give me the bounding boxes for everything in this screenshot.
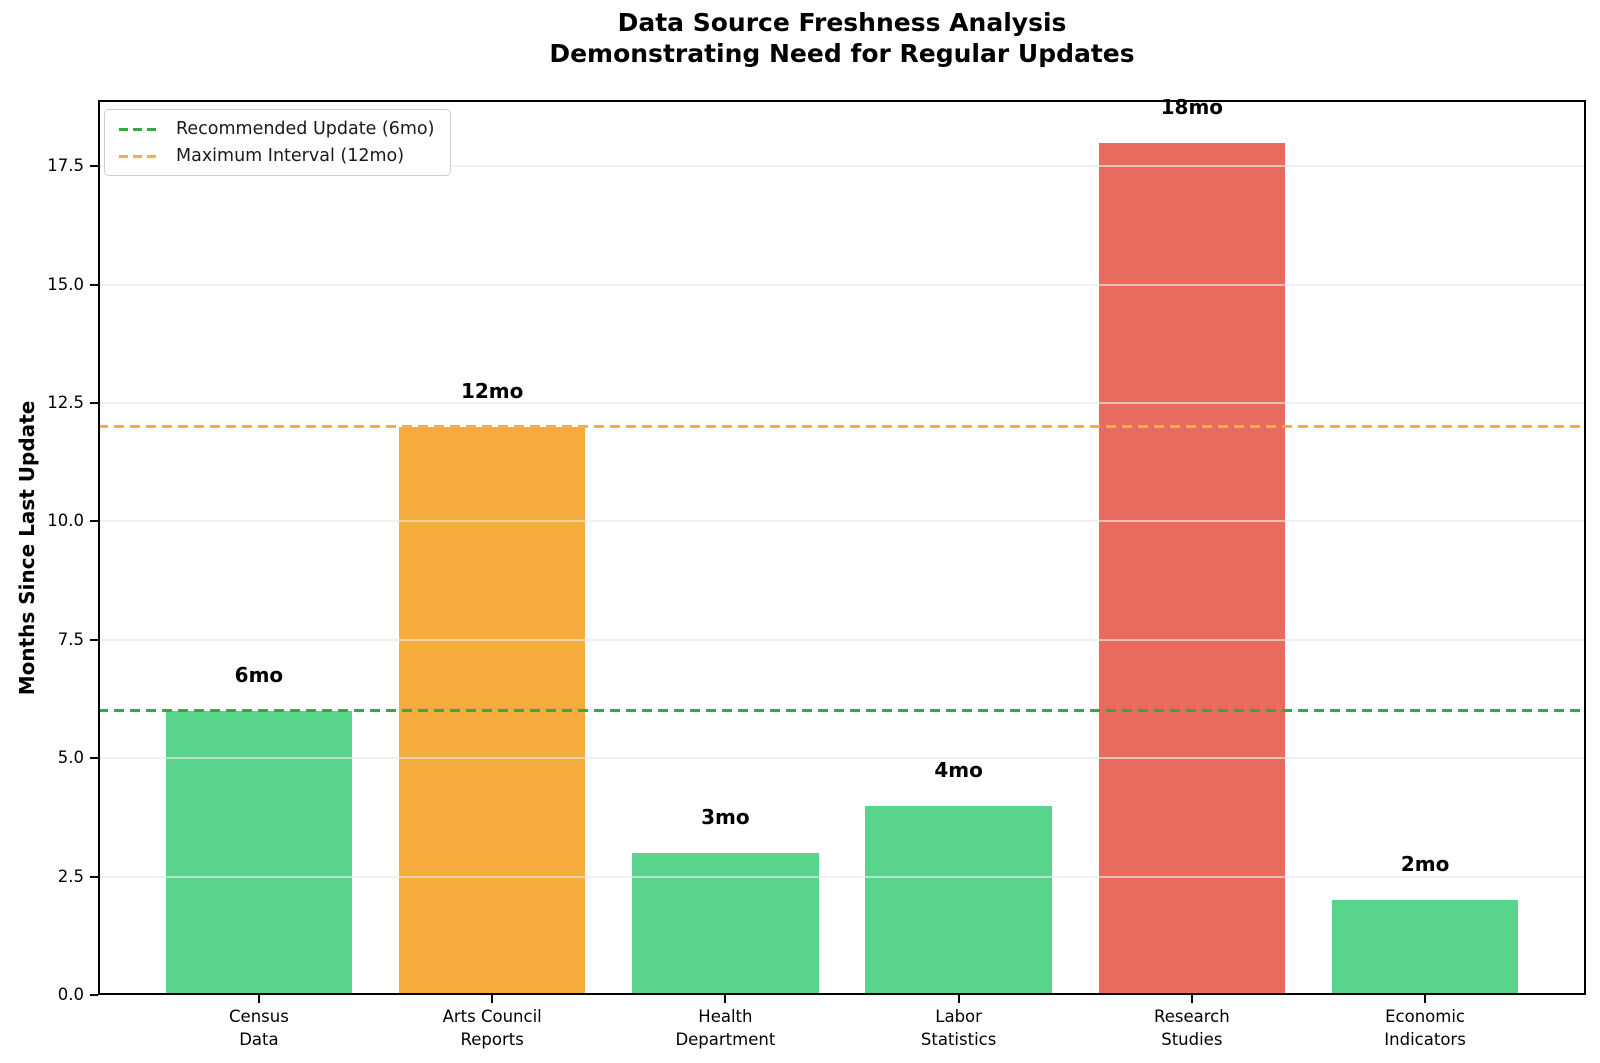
legend-dash-sample bbox=[119, 127, 161, 131]
gridline bbox=[98, 165, 1586, 168]
y-tick-label: 15.0 bbox=[47, 274, 84, 294]
chart-title-line2: Demonstrating Need for Regular Updates bbox=[549, 39, 1135, 68]
bar-value-label: 2mo bbox=[1400, 852, 1450, 877]
gridline bbox=[98, 875, 1586, 878]
legend-item: Maximum Interval (12mo) bbox=[119, 146, 434, 166]
reference-line-recommended bbox=[98, 709, 1586, 713]
x-tick-mark bbox=[724, 995, 727, 1003]
x-tick-label: Research Studies bbox=[1153, 1007, 1230, 1049]
x-tick-mark bbox=[1190, 995, 1193, 1003]
bar-value-label: 6mo bbox=[234, 662, 284, 687]
bar-value-label: 3mo bbox=[701, 804, 750, 829]
legend: Recommended Update (6mo) Maximum Interval… bbox=[104, 109, 452, 176]
x-tick-mark bbox=[257, 995, 260, 1003]
legend-item: Recommended Update (6mo) bbox=[119, 119, 434, 139]
y-tick-mark bbox=[90, 994, 98, 996]
bar-census-data bbox=[165, 710, 353, 995]
y-tick-label: 2.5 bbox=[57, 866, 84, 886]
x-tick-label: Health Department bbox=[675, 1007, 776, 1049]
gridline bbox=[98, 638, 1586, 641]
y-tick-mark bbox=[90, 520, 98, 523]
bar-value-label: 18mo bbox=[1160, 94, 1224, 119]
y-tick-mark bbox=[90, 757, 98, 760]
y-tick-label: 5.0 bbox=[57, 748, 84, 768]
bar-value-label: 4mo bbox=[934, 757, 983, 782]
y-tick-mark bbox=[90, 638, 98, 641]
gridline bbox=[98, 283, 1586, 286]
bar-research-studies bbox=[1098, 142, 1286, 995]
reference-line-maximum bbox=[98, 425, 1586, 429]
bar-value-label: 12mo bbox=[460, 378, 524, 403]
gridline bbox=[98, 402, 1586, 405]
gridline bbox=[98, 520, 1586, 523]
x-tick-label: Census Data bbox=[229, 1007, 289, 1049]
y-tick-mark bbox=[90, 875, 98, 878]
bar-labor-statistics bbox=[865, 805, 1052, 995]
x-tick-mark bbox=[957, 995, 960, 1003]
chart-title: Data Source Freshness Analysis Demonstra… bbox=[98, 7, 1586, 69]
y-tick-label: 0.0 bbox=[57, 985, 84, 1004]
x-tick-label: Labor Statistics bbox=[920, 1007, 997, 1049]
y-axis-label: Months Since Last Update bbox=[15, 400, 39, 696]
gridline bbox=[98, 757, 1586, 760]
bar-health-department bbox=[632, 852, 819, 995]
y-tick-label: 17.5 bbox=[47, 156, 84, 176]
legend-item-label: Recommended Update (6mo) bbox=[176, 119, 435, 139]
y-tick-mark bbox=[90, 283, 98, 286]
legend-item-label: Maximum Interval (12mo) bbox=[176, 146, 405, 166]
x-tick-mark bbox=[1424, 995, 1427, 1003]
bar-economic-indicators bbox=[1331, 900, 1519, 995]
y-tick-mark bbox=[90, 402, 98, 405]
legend-dash-sample bbox=[119, 154, 161, 158]
x-tick-label: Arts Council Reports bbox=[442, 1007, 542, 1049]
chart-title-line1: Data Source Freshness Analysis bbox=[617, 8, 1067, 37]
y-tick-label: 7.5 bbox=[57, 629, 84, 649]
y-tick-label: 10.0 bbox=[47, 511, 84, 531]
y-tick-label: 12.5 bbox=[47, 393, 84, 413]
x-tick-label: Economic Indicators bbox=[1384, 1007, 1466, 1049]
x-tick-mark bbox=[491, 995, 494, 1003]
y-tick-mark bbox=[90, 165, 98, 168]
